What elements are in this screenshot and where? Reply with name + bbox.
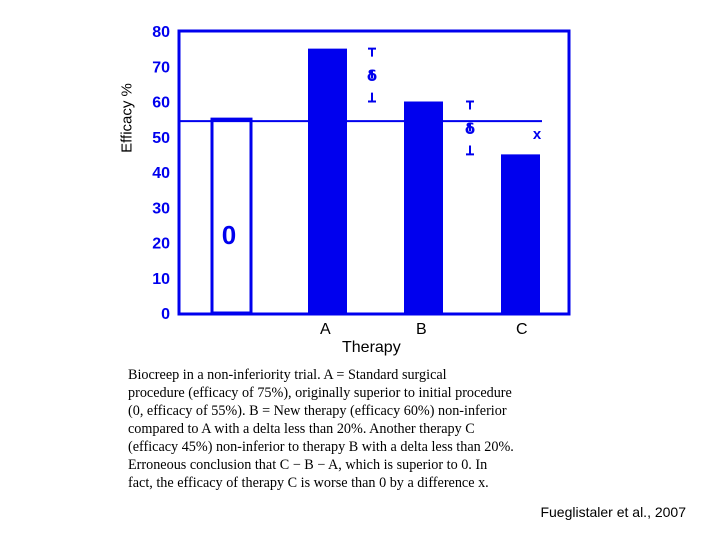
bar bbox=[501, 154, 540, 313]
y-tick-label: 70 bbox=[152, 59, 170, 76]
caption-line: (efficacy 45%) non-inferior to therapy B… bbox=[128, 439, 514, 455]
y-tick-label: 30 bbox=[152, 200, 170, 217]
caption-line: Biocreep in a non-inferiority trial. A =… bbox=[128, 367, 447, 383]
y-tick-label: 40 bbox=[152, 165, 170, 182]
caption-line: compared to A with a delta less than 20%… bbox=[128, 421, 475, 437]
delta-symbol: δ bbox=[367, 67, 377, 85]
y-axis-label: Efficacy % bbox=[118, 83, 136, 153]
y-tick-label: 10 bbox=[152, 271, 170, 288]
y-tick-label: 50 bbox=[152, 130, 170, 147]
category-label-b: B bbox=[416, 321, 427, 338]
category-label-a: A bbox=[320, 321, 331, 338]
caption-line: Erroneous conclusion that C − B − A, whi… bbox=[128, 457, 488, 473]
bar-label: 0 bbox=[222, 220, 236, 250]
x-symbol: x bbox=[533, 126, 542, 143]
caption-line: (0, efficacy of 55%). B = New therapy (e… bbox=[128, 403, 507, 419]
bar bbox=[404, 101, 443, 313]
category-label-c: C bbox=[516, 321, 528, 338]
bar bbox=[308, 48, 347, 313]
caption-line: procedure (efficacy of 75%), originally … bbox=[128, 385, 512, 401]
source-credit: Fueglistaler et al., 2007 bbox=[540, 504, 686, 520]
y-tick-label: 80 bbox=[152, 24, 170, 41]
caption-line: fact, the efficacy of therapy C is worse… bbox=[128, 475, 489, 491]
y-tick-label: 20 bbox=[152, 236, 170, 253]
y-tick-label: 0 bbox=[161, 306, 170, 323]
delta-symbol: δ bbox=[465, 120, 475, 138]
plot-frame bbox=[177, 29, 571, 316]
bar-outline bbox=[210, 117, 253, 315]
x-axis-label: Therapy bbox=[342, 339, 401, 356]
figure-caption: Biocreep in a non-inferiority trial. A =… bbox=[128, 366, 582, 492]
y-tick-label: 60 bbox=[152, 95, 170, 112]
